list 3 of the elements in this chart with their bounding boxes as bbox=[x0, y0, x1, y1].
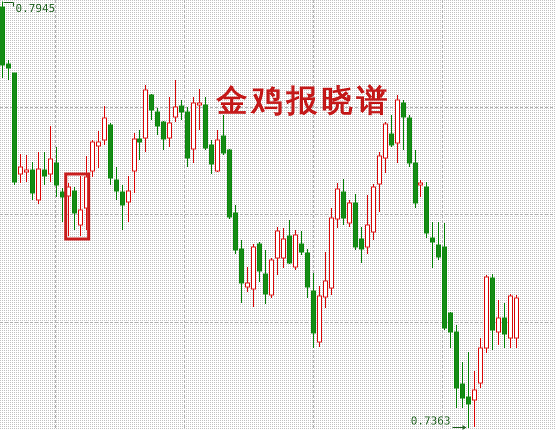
title: 金鸡报晓谱 bbox=[216, 83, 392, 119]
annotation: 0.7363 bbox=[410, 414, 450, 428]
annotation: 0.7945 bbox=[16, 2, 56, 15]
